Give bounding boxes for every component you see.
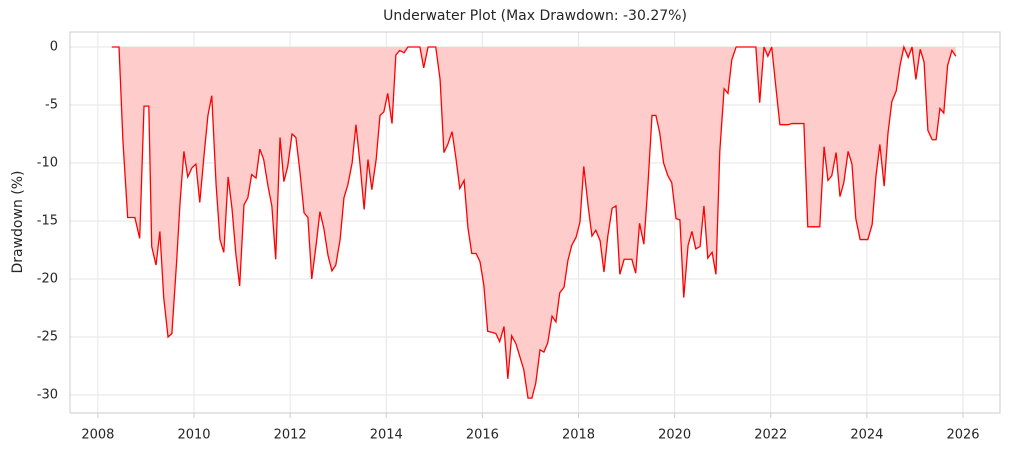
y-tick-label: -20 [37,272,58,287]
x-tick-label: 2018 [562,428,595,443]
y-axis-label: Drawdown (%) [10,170,26,273]
y-tick-label: 0 [50,39,58,54]
x-tick-label: 2024 [850,428,883,443]
x-tick-label: 2008 [81,428,114,443]
y-tick-label: -10 [37,155,58,170]
x-tick-label: 2020 [658,428,691,443]
chart-title: Underwater Plot (Max Drawdown: -30.27%) [383,8,687,24]
area-fill [111,46,956,399]
y-tick-label: -5 [45,97,58,112]
line [111,44,957,399]
x-tick-label: 2016 [466,428,499,443]
x-tick-label: 2010 [177,428,210,443]
x-tick-label: 2022 [754,428,787,443]
x-tick-label: 2014 [370,428,403,443]
y-tick-label: -30 [37,388,58,403]
x-tick-label: 2026 [946,428,979,443]
y-tick-label: -25 [37,330,58,345]
plot-frame [69,31,1001,414]
y-tick-label: -15 [37,213,58,228]
x-tick-label: 2012 [274,428,307,443]
